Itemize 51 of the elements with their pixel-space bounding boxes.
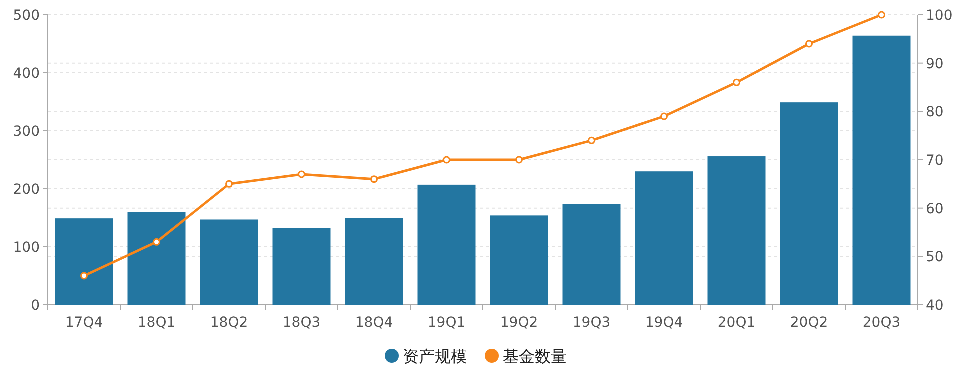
bar (490, 216, 548, 305)
point (80, 272, 88, 280)
y-tick-label: 0 (31, 298, 40, 314)
legend-label: 基金数量 (503, 347, 567, 366)
x-tick-label: 19Q2 (500, 315, 538, 331)
x-tick-label: 20Q1 (718, 315, 756, 331)
bar (55, 218, 114, 305)
y2-tick-label: 60 (926, 201, 944, 218)
bar (272, 228, 331, 305)
y-tick-label: 500 (13, 8, 40, 24)
bar (345, 218, 404, 305)
point (516, 156, 523, 164)
point (226, 180, 233, 188)
bar (852, 36, 911, 305)
y-tick-label: 200 (13, 182, 40, 198)
y-tick-label: 100 (13, 240, 40, 256)
y2-tick-label: 100 (926, 8, 953, 24)
x-tick-label: 18Q3 (282, 315, 321, 331)
y2-tick-label: 90 (926, 56, 944, 72)
y-tick-label: 300 (13, 124, 40, 140)
y-tick-label: 400 (13, 66, 40, 82)
x-tick-label: 20Q2 (790, 315, 828, 331)
x-tick-label: 18Q1 (138, 315, 176, 331)
x-tick-label: 18Q4 (355, 315, 394, 331)
point (588, 136, 596, 144)
x-tick-label: 19Q3 (572, 315, 611, 331)
bar (200, 220, 258, 305)
x-tick-label: 18Q2 (210, 315, 248, 331)
y2-tick-label: 80 (926, 104, 944, 121)
point (370, 176, 378, 184)
bar (708, 156, 766, 305)
bar (780, 102, 838, 305)
point (153, 238, 160, 246)
x-tick-label: 20Q3 (862, 315, 901, 331)
x-tick-label: 17Q4 (65, 315, 104, 331)
point (443, 156, 450, 164)
y2-tick-label: 50 (926, 250, 944, 266)
bar (418, 184, 476, 305)
point (733, 78, 740, 86)
bar (635, 172, 694, 305)
point (806, 40, 813, 48)
y2-tick-label: 70 (926, 153, 944, 169)
point (660, 112, 668, 120)
x-tick-label: 19Q1 (428, 315, 466, 331)
y2-tick-label: 40 (926, 298, 944, 314)
point (878, 11, 886, 19)
bar (562, 204, 621, 305)
bar (128, 212, 186, 305)
legend-label: 资产规模 (403, 347, 467, 366)
x-tick-label: 19Q4 (645, 315, 684, 331)
point (298, 170, 306, 178)
